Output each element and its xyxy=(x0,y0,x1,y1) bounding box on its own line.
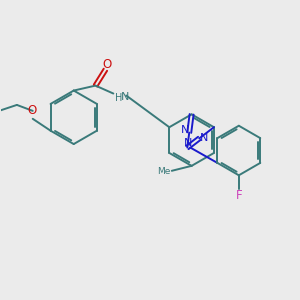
Text: N: N xyxy=(200,134,208,143)
Text: Me: Me xyxy=(157,167,171,176)
Text: N: N xyxy=(181,124,190,135)
Text: O: O xyxy=(103,58,112,71)
Text: H: H xyxy=(115,94,122,103)
Text: N: N xyxy=(121,92,129,101)
Text: N: N xyxy=(184,138,193,148)
Text: F: F xyxy=(236,189,242,202)
Text: O: O xyxy=(27,104,36,117)
